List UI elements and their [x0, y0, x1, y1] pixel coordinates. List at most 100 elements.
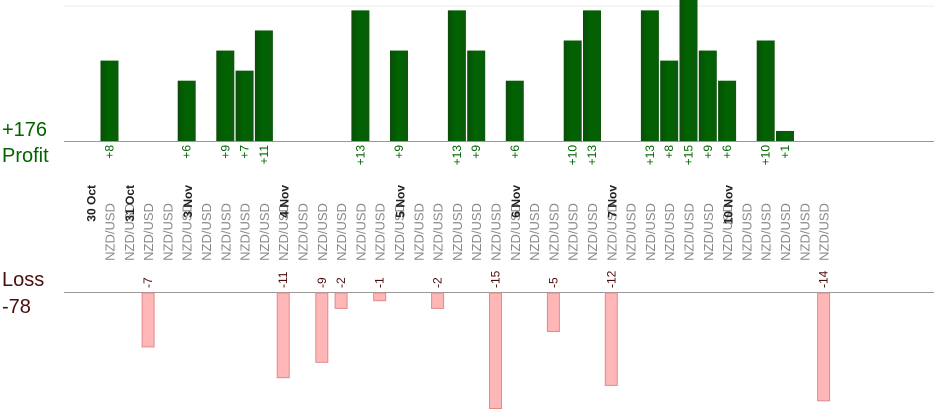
loss-bar: [141, 292, 155, 348]
pair-label: NZD/USD: [450, 203, 465, 261]
profit-value-label: +11: [257, 145, 271, 165]
pair-label: NZD/USD: [701, 203, 716, 261]
profit-bar: [467, 50, 486, 141]
pair-label: NZD/USD: [353, 203, 368, 261]
loss-value-label: -15: [489, 270, 503, 288]
loss-bar: [546, 292, 560, 332]
profit-value-label: +1: [778, 145, 792, 159]
loss-bar: [489, 292, 502, 409]
profit-bar: [254, 30, 273, 142]
pair-label: NZD/USD: [662, 203, 677, 261]
profit-value-label: +10: [759, 145, 773, 166]
profit-bar: [640, 10, 659, 141]
pair-label: NZD/USD: [122, 203, 137, 261]
pair-label: NZD/USD: [199, 203, 214, 261]
profit-bar: [563, 40, 582, 141]
date-label: 10 Nov: [721, 185, 735, 225]
date-label: 7 Nov: [606, 185, 620, 218]
date-label: 6 Nov: [509, 185, 523, 218]
loss-value-label: -1: [373, 277, 387, 288]
pair-label: NZD/USD: [739, 203, 754, 261]
profit-value-label: +9: [469, 145, 483, 159]
loss-label: Loss: [2, 269, 45, 291]
profit-value-label: +6: [508, 145, 522, 159]
pair-label: NZD/USD: [160, 203, 175, 261]
loss-value-label: -14: [817, 270, 831, 288]
loss-bar: [276, 292, 290, 379]
loss-value-label: -5: [546, 277, 560, 288]
pair-label: NZD/USD: [411, 203, 426, 261]
profit-bar: [660, 60, 679, 141]
pair-label: NZD/USD: [643, 203, 658, 261]
profit-bar: [447, 10, 466, 141]
pair-label: NZD/USD: [817, 203, 832, 261]
pair-label: NZD/USD: [489, 203, 504, 261]
pair-label: NZD/USD: [624, 203, 639, 261]
pair-label: NZD/USD: [682, 203, 697, 261]
loss-bar: [334, 292, 348, 309]
profit-value-label: +6: [180, 145, 194, 159]
profit-bar: [776, 130, 794, 141]
profit-bar: [235, 70, 254, 141]
loss-value-label: -2: [431, 277, 445, 288]
profit-bar: [756, 40, 775, 141]
pair-label: NZD/USD: [546, 203, 561, 261]
loss-value-label: -7: [141, 277, 155, 288]
pair-label: NZD/USD: [604, 203, 619, 261]
profit-label: Profit: [2, 145, 49, 167]
date-label: 4 Nov: [278, 185, 292, 218]
pair-label: NZD/USD: [392, 203, 407, 261]
pair-label: NZD/USD: [720, 203, 735, 261]
pair-label: NZD/USD: [431, 203, 446, 261]
date-label: 3 Nov: [181, 185, 195, 218]
pair-label: NZD/USD: [257, 203, 272, 261]
profit-bar: [216, 50, 235, 141]
profit-value-label: +9: [701, 145, 715, 159]
pair-label: NZD/USD: [315, 203, 330, 261]
loss-bar: [604, 292, 618, 386]
loss-bar: [373, 292, 387, 302]
pair-label: NZD/USD: [778, 203, 793, 261]
loss-bar: [315, 292, 329, 363]
profit-value-label: +13: [450, 145, 464, 166]
profit-value-label: +6: [720, 145, 734, 159]
loss-bar: [431, 292, 445, 309]
pair-label: NZD/USD: [296, 203, 311, 261]
loss-bar: [817, 292, 831, 402]
profit-value-label: +8: [662, 145, 676, 159]
profit-value-label: +13: [353, 145, 367, 166]
profit-total: +176: [2, 119, 48, 141]
profit-value-label: +13: [643, 145, 657, 166]
profit-value-label: +13: [585, 145, 599, 166]
pair-label: NZD/USD: [759, 203, 774, 261]
profit-value-label: +9: [392, 145, 406, 159]
loss-value-label: -2: [334, 277, 348, 288]
date-label: 30 Oct: [85, 185, 99, 222]
loss-value-label: -12: [604, 270, 618, 288]
profit-bar: [679, 0, 698, 141]
pair-label: NZD/USD: [566, 203, 581, 261]
profit-bar: [100, 60, 119, 141]
profit-bar: [351, 10, 370, 141]
pair-label: NZD/USD: [103, 203, 118, 261]
pair-label: NZD/USD: [469, 203, 484, 261]
loss-value-label: -9: [315, 277, 329, 288]
profit-bar: [698, 50, 717, 141]
profit-value-label: +15: [682, 145, 696, 166]
pair-label: NZD/USD: [585, 203, 600, 261]
pair-label: NZD/USD: [334, 203, 349, 261]
profit-value-label: +8: [103, 145, 117, 159]
profit-bar: [718, 80, 737, 141]
pair-label: NZD/USD: [373, 203, 388, 261]
pair-label: NZD/USD: [527, 203, 542, 261]
pair-label: NZD/USD: [238, 203, 253, 261]
profit-bar: [177, 80, 196, 141]
loss-total: -78: [2, 296, 31, 318]
pair-label: NZD/USD: [276, 203, 291, 261]
profit-bar: [390, 50, 408, 141]
pair-label: NZD/USD: [218, 203, 233, 261]
profit-value-label: +7: [238, 145, 252, 159]
profit-value-label: +10: [566, 145, 580, 166]
profit-bar: [583, 10, 601, 141]
loss-value-label: -11: [276, 271, 290, 288]
